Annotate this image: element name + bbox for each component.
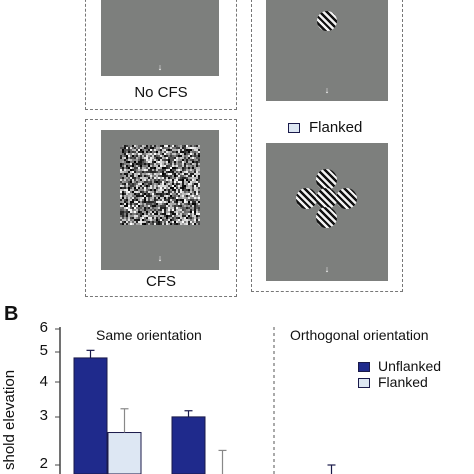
y-tick-2: 2	[39, 455, 48, 472]
y-tick-3: 3	[39, 407, 48, 424]
bottom-flanker-grating	[316, 207, 337, 228]
target-grating	[317, 11, 337, 31]
y-tick-4: 4	[39, 373, 48, 390]
cfs-condition-frame: ↓ CFS	[85, 119, 237, 297]
down-arrow-icon: ↓	[157, 253, 163, 263]
target-grating	[316, 188, 337, 209]
flanked-caption: Flanked	[309, 119, 363, 136]
cfs-noise-mask	[120, 145, 200, 225]
right-flanker-grating	[336, 188, 357, 209]
no-cfs-condition-frame: ↓ No CFS	[85, 0, 237, 110]
no-cfs-caption: No CFS	[134, 84, 188, 101]
cfs-display: ↓	[101, 130, 219, 270]
cfs-caption: CFS	[146, 273, 176, 290]
bar-unflanked	[73, 357, 108, 474]
flanked-marker-box	[288, 123, 300, 133]
no-cfs-display: ↓	[101, 0, 219, 76]
panel-b-label: B	[4, 303, 19, 325]
down-arrow-icon: ↓	[157, 62, 163, 72]
legend-unflanked-swatch	[358, 362, 370, 372]
unflanked-display: ↓	[266, 0, 388, 101]
bar-flanked	[107, 432, 142, 474]
left-flanker-grating	[296, 188, 317, 209]
legend-flanked-swatch	[358, 378, 370, 388]
y-tick-5: 5	[39, 342, 48, 359]
down-arrow-icon: ↓	[324, 85, 330, 95]
flanked-display: ↓	[266, 143, 388, 281]
y-tick-6: 6	[39, 319, 48, 336]
top-flanker-grating	[316, 169, 337, 190]
down-arrow-icon: ↓	[324, 264, 330, 274]
bar-unflanked	[171, 416, 206, 474]
legend-flanked-label: Flanked	[378, 374, 428, 390]
orthogonal-orientation-title: Orthogonal orientation	[290, 327, 429, 343]
legend-unflanked-label: Unflanked	[378, 358, 442, 374]
flanked-condition-frame: ↓ Flanked ↓	[251, 0, 403, 292]
same-orientation-title: Same orientation	[96, 327, 202, 343]
